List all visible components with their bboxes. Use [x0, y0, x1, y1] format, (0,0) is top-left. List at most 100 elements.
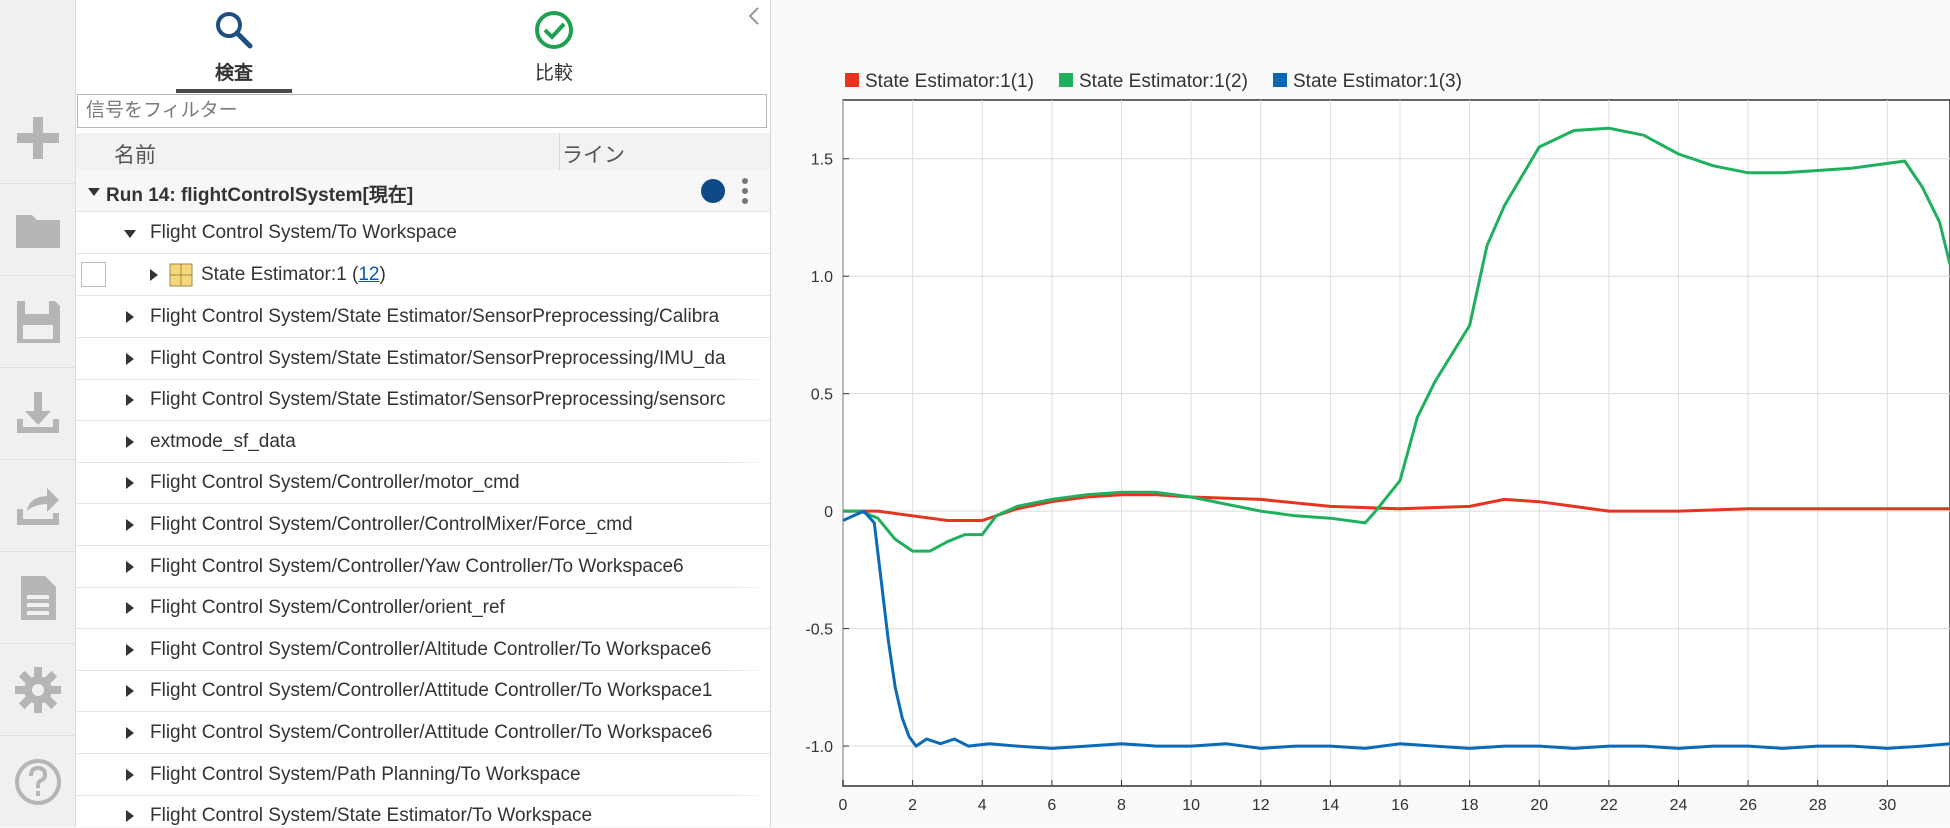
text-fade	[730, 545, 770, 587]
tree-row[interactable]: Flight Control System/State Estimator/To…	[76, 795, 770, 827]
tree-row-label: Flight Control System/State Estimator/Se…	[150, 347, 726, 369]
tab-compare-label: 比較	[534, 63, 573, 84]
collapse-run-icon[interactable]	[88, 188, 100, 196]
expand-row-icon[interactable]	[126, 685, 134, 698]
expand-row-icon[interactable]	[126, 477, 134, 490]
tree-row-label: Flight Control System/Path Planning/To W…	[150, 763, 581, 785]
tree-row-workspace-group[interactable]: Flight Control System/To Workspace	[76, 212, 770, 254]
expand-signal-icon[interactable]	[150, 269, 158, 281]
check-circle-icon	[535, 11, 573, 49]
save-button[interactable]	[0, 276, 75, 368]
text-fade	[730, 420, 770, 462]
new-plot-button[interactable]	[0, 92, 75, 184]
plot-background[interactable]	[842, 99, 1950, 787]
tree-row-label: Flight Control System/State Estimator/Se…	[150, 389, 726, 411]
expand-row-icon[interactable]	[126, 727, 134, 739]
tree-row[interactable]: Flight Control System/State Estimator/Se…	[76, 296, 770, 338]
expand-row-icon[interactable]	[126, 602, 134, 615]
plot-area[interactable]: 0 2 4 6 8 10 12 14 16 18 20 22 24 26 28 30 1.5 1.0 0.5 0 -0.…	[771, 0, 1950, 827]
tree-row[interactable]: extmode_sf_data	[76, 420, 770, 463]
tree-row[interactable]: Flight Control System/State Estimator/Se…	[76, 337, 770, 380]
x-tick-label: 24	[1670, 797, 1688, 814]
tree-row[interactable]: Flight Control System/Controller/Attitud…	[76, 670, 770, 713]
tree-row[interactable]: Flight Control System/Controller/Altitud…	[76, 628, 770, 671]
y-tick-label: -0.5	[805, 622, 833, 639]
legend-swatch-3	[1273, 73, 1287, 87]
legend-swatch-2	[1059, 73, 1073, 87]
tree-row[interactable]: Flight Control System/Controller/motor_c…	[76, 462, 770, 505]
tree-row[interactable]: Flight Control System/Controller/Control…	[76, 504, 770, 546]
tab-inspect[interactable]: 検査	[176, 0, 292, 93]
text-fade	[730, 462, 770, 504]
import-button[interactable]	[0, 368, 75, 460]
expand-row-icon[interactable]	[126, 435, 134, 448]
expand-row-icon[interactable]	[126, 352, 134, 365]
x-tick-label: 30	[1878, 797, 1896, 814]
y-tick-label: 1.5	[811, 152, 833, 169]
run-row[interactable]: Run 14: flightControlSystem[現在]	[76, 170, 770, 212]
column-line-header[interactable]: ライン	[562, 144, 625, 167]
series-line-3[interactable]	[843, 509, 1950, 750]
x-tick-label: 16	[1391, 797, 1409, 814]
y-tick-label: 0	[824, 504, 833, 521]
text-fade	[730, 504, 770, 545]
expand-row-icon[interactable]	[126, 519, 134, 531]
x-tick-label: 10	[1182, 797, 1200, 814]
tree-group-label: Flight Control System/To Workspace	[150, 222, 457, 243]
tree-row[interactable]: Flight Control System/Controller/Attitud…	[76, 712, 770, 754]
tree-row-label: Flight Control System/Controller/Yaw Con…	[150, 555, 684, 577]
open-button[interactable]	[0, 184, 75, 276]
collapse-panel-icon[interactable]	[745, 4, 763, 28]
x-tick-label: 26	[1739, 797, 1757, 814]
y-tick-label: 0.5	[811, 387, 833, 404]
expand-row-icon[interactable]	[126, 560, 134, 573]
run-color-indicator[interactable]	[701, 179, 725, 203]
plus-icon	[16, 116, 59, 159]
text-fade	[730, 296, 770, 337]
signal-checkbox[interactable]	[81, 262, 106, 287]
expand-row-icon[interactable]	[126, 311, 134, 323]
tab-compare[interactable]: 比較	[496, 0, 612, 92]
run-menu-icon[interactable]	[740, 176, 750, 206]
report-button[interactable]	[0, 552, 75, 644]
tree-row-state-estimator[interactable]: State Estimator:1 (12)	[76, 254, 770, 296]
x-tick-label: 28	[1809, 797, 1827, 814]
column-name-header[interactable]: 名前	[114, 144, 156, 167]
share-icon	[16, 487, 59, 525]
column-divider[interactable]	[559, 133, 560, 170]
preferences-button[interactable]	[0, 644, 75, 736]
help-button[interactable]	[0, 736, 75, 828]
y-tick-label: 1.0	[811, 269, 833, 286]
document-icon	[20, 575, 56, 620]
download-icon	[16, 391, 59, 433]
expand-row-icon[interactable]	[126, 768, 134, 781]
signal-count-link[interactable]: 12	[358, 264, 380, 285]
legend-label-1[interactable]: State Estimator:1(1)	[865, 71, 1034, 92]
signal-label: State Estimator:1	[201, 264, 347, 285]
export-button[interactable]	[0, 460, 75, 552]
expand-row-icon[interactable]	[126, 394, 134, 407]
tree-row-label: Flight Control System/State Estimator/To…	[150, 805, 593, 827]
signal-count-close: )	[379, 264, 386, 285]
x-tick-label: 20	[1530, 797, 1548, 814]
text-fade	[730, 628, 770, 670]
y-tick-label: -1.0	[805, 739, 833, 756]
legend-label-2[interactable]: State Estimator:1(2)	[1079, 71, 1248, 92]
tree-row[interactable]: Flight Control System/Controller/orient_…	[76, 587, 770, 630]
line-chart[interactable]: 0 2 4 6 8 10 12 14 16 18 20 22 24 26 28 301.51.00.50-0.…	[771, 0, 1950, 827]
tree-row[interactable]: Flight Control System/Path Planning/To W…	[76, 753, 770, 796]
tree-row-label: Flight Control System/State Estimator/Se…	[150, 306, 720, 327]
tree-row-label: Flight Control System/Controller/orient_…	[150, 597, 505, 619]
text-fade	[730, 670, 770, 712]
expand-row-icon[interactable]	[126, 810, 134, 823]
series-line-1[interactable]	[843, 493, 1950, 522]
tree-row[interactable]: Flight Control System/State Estimator/Se…	[76, 379, 770, 422]
tree-row[interactable]: Flight Control System/Controller/Yaw Con…	[76, 545, 770, 588]
signal-panel: 検査 比較 名前 ライン Run 14: flightControlSystem…	[76, 0, 771, 827]
legend-label-3[interactable]: State Estimator:1(3)	[1293, 71, 1462, 92]
collapse-group-icon[interactable]	[124, 230, 136, 238]
action-rail	[0, 0, 76, 827]
expand-row-icon[interactable]	[126, 643, 134, 656]
signal-filter-input[interactable]	[77, 94, 767, 128]
series-line-2[interactable]	[843, 126, 1950, 553]
